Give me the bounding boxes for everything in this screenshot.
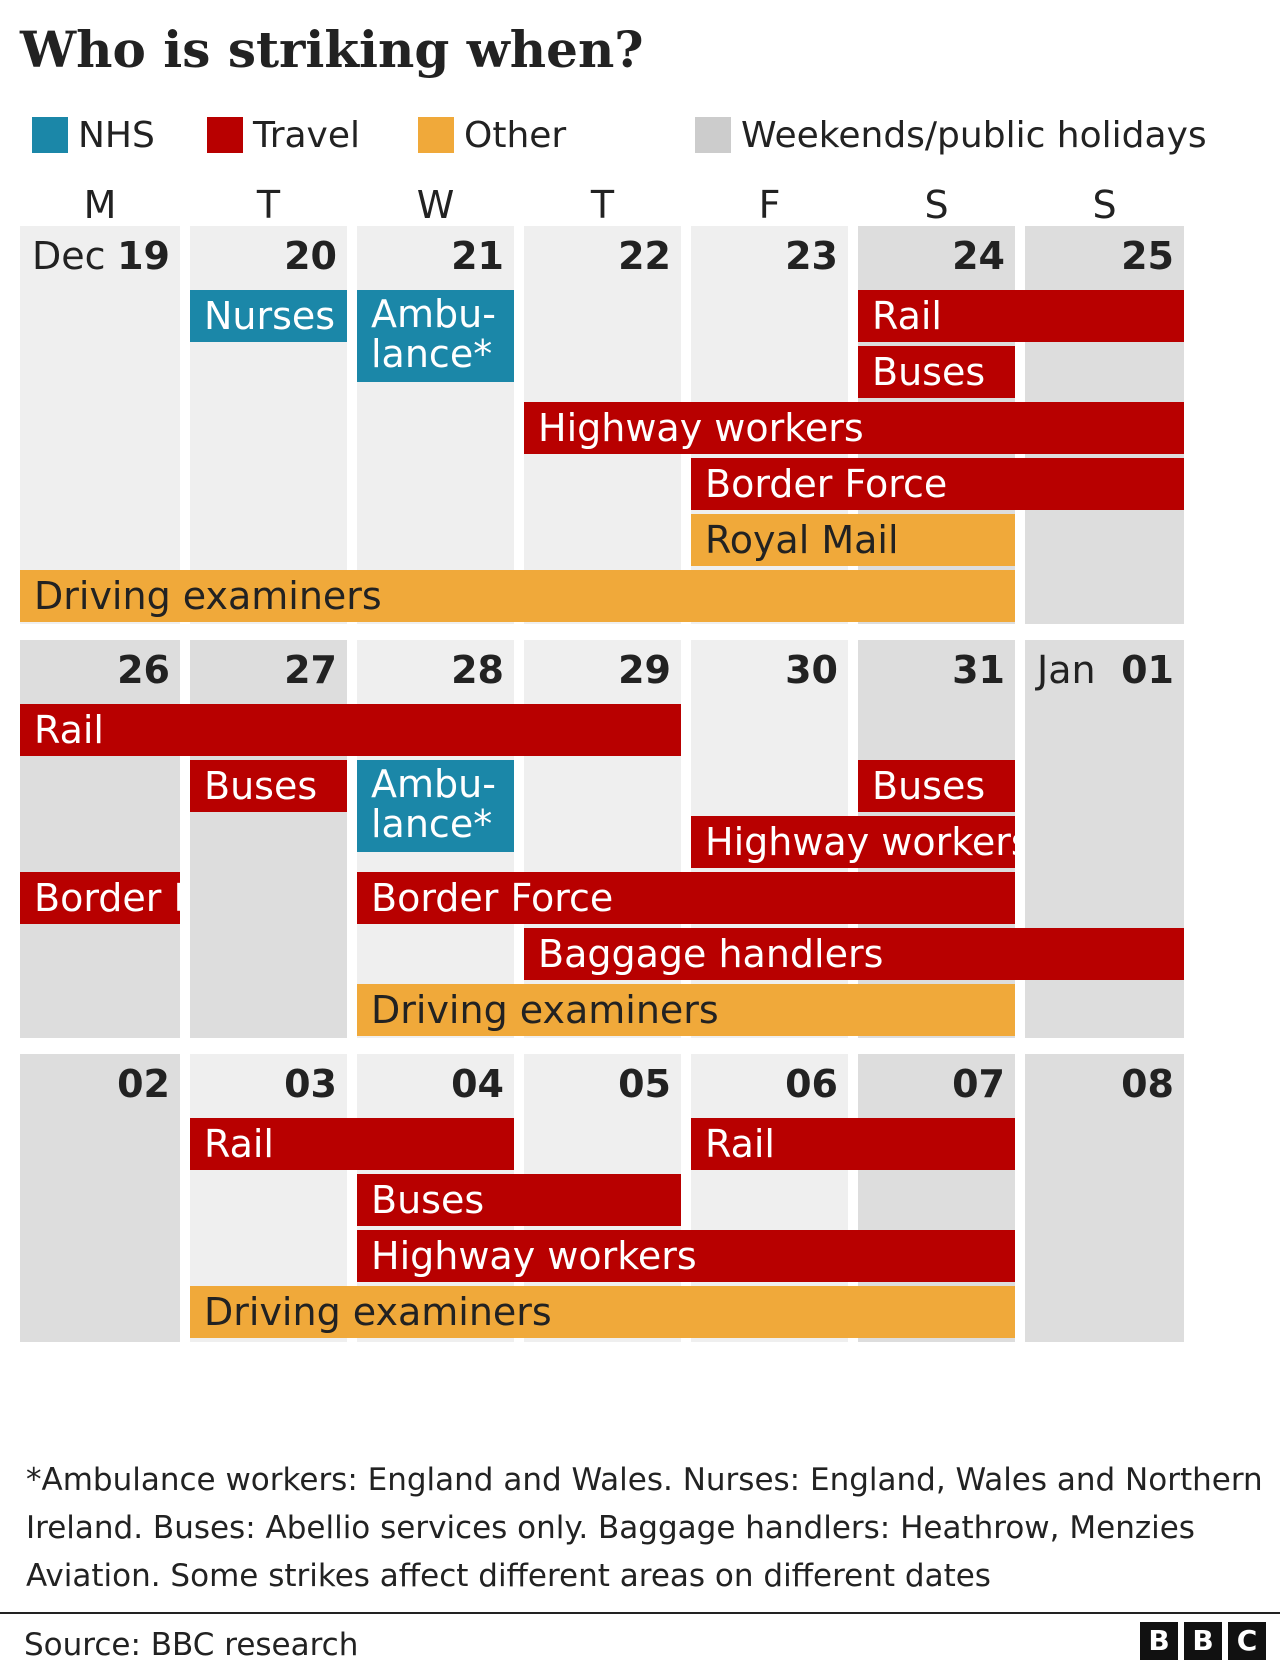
strike-bar-border-f: Border F. (20, 872, 180, 924)
weekday-label: S (924, 183, 949, 227)
day-number: 31 (952, 648, 1005, 692)
strike-bar-ambu-lance: Ambu- lance* (357, 760, 514, 852)
strike-bar-buses: Buses (858, 346, 1015, 398)
strike-bar-highway-workers: Highway workers (691, 816, 1015, 868)
weekday-label: S (1092, 183, 1117, 227)
day-number: 01 (1121, 648, 1174, 692)
strike-bar-ambu-lance: Ambu- lance* (357, 290, 514, 382)
strike-bar-highway-workers: Highway workers (524, 402, 1184, 454)
day-number: 03 (284, 1062, 337, 1106)
legend-label-travel: Travel (253, 114, 361, 156)
bbc-logo-letter: B (1184, 1622, 1222, 1660)
strike-bar-nurses: Nurses (190, 290, 347, 342)
strike-bar-baggage-handlers: Baggage handlers (524, 928, 1184, 980)
weekday-label: M (83, 183, 117, 227)
strike-bar-rail: Rail (858, 290, 1184, 342)
legend-label-weekends: Weekends/public holidays (741, 114, 1207, 156)
day-cell: 26 (20, 640, 180, 1038)
strike-bar-highway-workers: Highway workers (357, 1230, 1015, 1282)
legend-item-travel: Travel (207, 110, 360, 160)
strike-bar-driving-examiners: Driving examiners (20, 570, 1015, 622)
strike-bar-rail: Rail (691, 1118, 1015, 1170)
day-number: 04 (451, 1062, 504, 1106)
day-cell: 08 (1025, 1054, 1184, 1342)
day-number: 27 (284, 648, 337, 692)
bbc-logo: B B C (1140, 1622, 1266, 1660)
bbc-logo-letter: C (1228, 1622, 1266, 1660)
month-label: Dec (32, 234, 106, 278)
strike-bar-border-force: Border Force (357, 872, 1015, 924)
day-number: 24 (952, 234, 1005, 278)
legend-swatch-other (418, 117, 454, 153)
footnote: *Ambulance workers: England and Wales. N… (26, 1462, 1263, 1594)
weekday-label: F (758, 183, 781, 227)
strike-bar-buses: Buses (357, 1174, 681, 1226)
day-cell: 27 (190, 640, 347, 1038)
day-number: 21 (451, 234, 504, 278)
legend-label-nhs: NHS (78, 114, 155, 156)
day-cell: 20 (190, 226, 347, 624)
strike-bar-border-force: Border Force (691, 458, 1184, 510)
day-cell: Dec 19 (20, 226, 180, 624)
day-number: 28 (451, 648, 504, 692)
day-cell: 02 (20, 1054, 180, 1342)
month-label: Jan (1037, 648, 1096, 692)
legend-item-other: Other (418, 110, 566, 160)
legend-item-nhs: NHS (32, 110, 155, 160)
footer-rule (0, 1612, 1280, 1614)
legend-swatch-weekends (695, 117, 731, 153)
legend-label-other: Other (464, 114, 567, 156)
day-number: 23 (785, 234, 838, 278)
strike-bar-buses: Buses (858, 760, 1015, 812)
day-number: 30 (785, 648, 838, 692)
day-number: 07 (952, 1062, 1005, 1106)
chart-title: Who is striking when? (20, 20, 644, 79)
day-number: 26 (117, 648, 170, 692)
strike-bar-rail: Rail (20, 704, 681, 756)
day-number: 25 (1121, 234, 1174, 278)
legend-swatch-travel (207, 117, 243, 153)
day-cell: 21 (357, 226, 514, 624)
day-number: 06 (785, 1062, 838, 1106)
legend-swatch-nhs (32, 117, 68, 153)
day-number: 29 (618, 648, 671, 692)
day-number: 19 (117, 234, 170, 278)
strike-bar-rail: Rail (190, 1118, 514, 1170)
strike-calendar: M T W T F S S Dec 19 20 21 22 23 24 25 Nurses Ambu- lanc… (0, 170, 1280, 1440)
source-note: Source: BBC research (24, 1627, 359, 1663)
weekday-label: T (590, 183, 615, 227)
weekday-label: W (416, 183, 455, 227)
legend-item-weekends: Weekends/public holidays (695, 110, 1207, 160)
strike-bar-driving-examiners: Driving examiners (357, 984, 1015, 1036)
day-number: 02 (117, 1062, 170, 1106)
strike-bar-royal-mail: Royal Mail (691, 514, 1015, 566)
legend: NHS Travel Other Weekends/public holiday… (0, 110, 1280, 160)
day-number: 05 (618, 1062, 671, 1106)
strike-bar-driving-examiners: Driving examiners (190, 1286, 1015, 1338)
strike-bar-buses: Buses (190, 760, 347, 812)
day-number: 08 (1121, 1062, 1174, 1106)
day-number: 20 (284, 234, 337, 278)
day-number: 22 (618, 234, 671, 278)
bbc-logo-letter: B (1140, 1622, 1178, 1660)
weekday-label: T (256, 183, 281, 227)
